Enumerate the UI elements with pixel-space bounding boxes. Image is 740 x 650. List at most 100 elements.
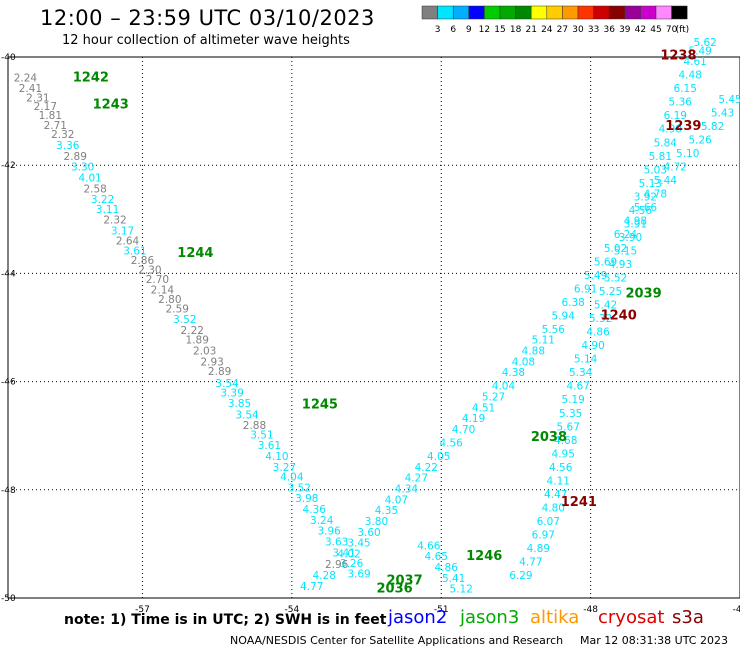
wave-height-label: 5.26	[688, 135, 712, 147]
track-number-label: 2036	[376, 582, 412, 597]
colorbar-label: 3	[435, 25, 441, 35]
colorbar-label: 33	[588, 25, 599, 35]
x-tick-label: -57	[135, 605, 150, 615]
wave-height-label: 4.11	[547, 475, 570, 487]
wave-height-label: 4.90	[659, 124, 682, 136]
wave-height-label: 3.41	[332, 547, 355, 559]
wave-height-label: 3.98	[295, 493, 318, 505]
colorbar-legend: 3 6 9 12 15 18 21 24 27 30 33 36 39 42 45 70(ft)	[421, 5, 689, 35]
wave-height-label: 2.93	[200, 356, 223, 368]
wave-height-label: 3.26	[340, 558, 364, 570]
wave-height-label: 3.17	[111, 225, 134, 237]
wave-height-label: 4.04	[280, 472, 304, 484]
wave-height-label: 3.54	[215, 378, 239, 390]
wave-height-label: 4.86	[586, 327, 610, 339]
wave-height-label: 5.66	[634, 202, 658, 214]
wave-height-label: 3.22	[91, 194, 114, 206]
wave-height-label: 4.68	[554, 435, 577, 447]
wave-height-label: 4.89	[527, 543, 550, 555]
timestamp: Mar 12 08:31:38 UTC 2023	[580, 634, 728, 647]
wave-height-label: 5.02	[604, 243, 627, 255]
wave-height-label: 4.27	[405, 473, 428, 485]
wave-height-label: 5.62	[693, 37, 716, 49]
wave-height-label: 3.63	[325, 537, 348, 549]
colorbar-label: 24	[541, 25, 553, 35]
wave-height-label: 4.02	[337, 548, 360, 560]
wave-height-label: 3.36	[56, 140, 80, 152]
satellite-label: jason3	[460, 607, 520, 628]
wave-height-label: 5.94	[552, 310, 576, 322]
wave-height-label: 4.90	[581, 340, 604, 352]
plot-frame	[7, 56, 740, 599]
track-number-label: 1241	[561, 495, 597, 510]
wave-height-label: 3.45	[347, 538, 370, 550]
track-number-label: 1240	[601, 308, 637, 323]
wave-height-label: 2.70	[146, 274, 169, 286]
wave-height-label: 5.15	[614, 245, 637, 257]
wave-height-label: 3.80	[365, 516, 388, 528]
colorbar-label: 12	[479, 25, 490, 35]
wave-height-label: 4.34	[395, 484, 419, 496]
wave-height-label: 6.91	[574, 283, 597, 295]
wave-height-label: 4.70	[452, 424, 475, 436]
wave-height-label: 2.17	[34, 101, 57, 113]
track-number-label: 2038	[531, 430, 567, 445]
wave-height-label: 2.32	[51, 129, 74, 141]
colorbar-label: 18	[510, 25, 522, 35]
wave-height-label: 5.67	[557, 421, 580, 433]
track-number-label: 1245	[302, 398, 338, 413]
wave-height-label: 6.15	[674, 83, 697, 95]
wave-height-label: 5.45	[718, 94, 740, 106]
wave-height-label: 5.52	[604, 273, 627, 285]
wave-height-label: 5.42	[594, 300, 617, 312]
wave-height-label: 2.30	[138, 264, 161, 276]
wave-height-label: 2.24	[14, 72, 38, 84]
wave-height-label: 4.10	[265, 451, 288, 463]
track-number-label: 1244	[177, 246, 213, 261]
wave-height-label: 4.93	[609, 259, 632, 271]
colorbar-label: 6	[450, 25, 456, 35]
wave-height-label: 5.49	[688, 45, 711, 57]
wave-height-label: 5.84	[654, 137, 678, 149]
chart-title: 12:00 – 23:59 UTC 03/10/2023	[40, 6, 375, 30]
wave-height-label: 3.52	[288, 482, 311, 494]
wave-height-label: 1.89	[186, 335, 209, 347]
wave-height-label: 4.05	[427, 451, 450, 463]
wave-height-label: 2.58	[83, 183, 106, 195]
satellite-label: jason2	[388, 607, 448, 628]
colorbar-label: 30	[572, 25, 584, 35]
chart-subtitle: 12 hour collection of altimeter wave hei…	[62, 33, 350, 48]
wave-height-label: 3.24	[310, 515, 334, 527]
wave-height-label: 4.65	[425, 551, 448, 563]
wave-height-label: 5.12	[449, 584, 472, 596]
wave-height-label: 3.96	[317, 526, 341, 538]
wave-height-label: 6.19	[664, 110, 687, 122]
wave-height-label: 2.89	[208, 366, 231, 378]
wave-height-label: 6.38	[561, 297, 584, 309]
wave-height-label: 5.56	[542, 324, 566, 336]
wave-height-label: 4.56	[549, 462, 573, 474]
track-number-label: 1242	[73, 70, 109, 85]
wave-height-label: 2.41	[19, 83, 42, 95]
wave-height-label: 4.35	[375, 505, 398, 517]
wave-height-label: 3.51	[250, 429, 273, 441]
colorbar-label: 70	[666, 25, 678, 35]
wave-height-label: 5.49	[584, 270, 607, 282]
wave-height-label: 4.19	[462, 413, 485, 425]
wave-height-label: 2.22	[181, 325, 204, 337]
wave-height-label: 2.14	[151, 284, 175, 296]
wave-height-label: 5.41	[442, 573, 465, 585]
wave-height-label: 5.35	[559, 408, 582, 420]
wave-height-label: 3.60	[357, 527, 380, 539]
wave-height-label: 4.28	[313, 570, 336, 582]
x-tick-label: -48	[583, 605, 598, 615]
wave-height-label: 5.82	[701, 121, 724, 133]
colorbar-label: 9	[466, 25, 472, 35]
colorbar-label: 36	[603, 25, 615, 35]
track-number-label: 1238	[660, 49, 696, 64]
wave-height-label: 2.59	[166, 303, 189, 315]
wave-height-label: 2.80	[158, 294, 181, 306]
wave-height-label: 3.90	[619, 232, 642, 244]
wave-height-label: 3.91	[624, 218, 647, 230]
